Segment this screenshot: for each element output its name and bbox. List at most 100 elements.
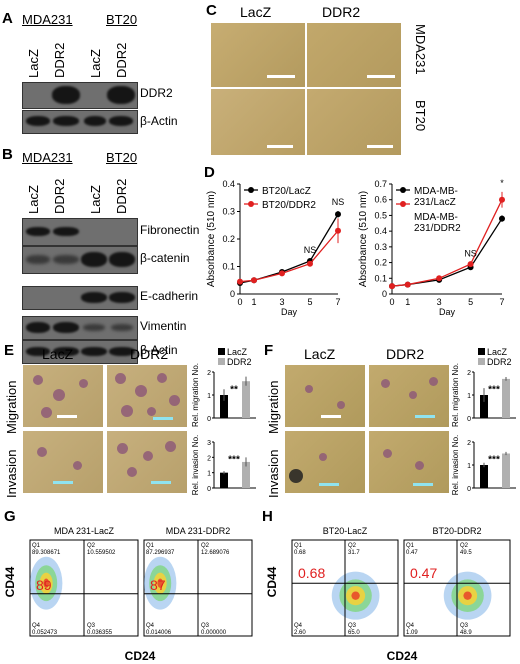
mda-ytick-label: 0.6	[374, 195, 387, 205]
h-q2-value-1: 49.5	[460, 550, 472, 556]
mda-legend-ddr2: MDA-MB-231/DDR2	[414, 212, 461, 234]
f-inv-ytick-label: 0	[467, 486, 471, 493]
g-q1-label-0: Q1	[32, 543, 41, 549]
bt20-ytick-label: 0.3	[222, 207, 235, 217]
row-vimentin: Vimentin	[140, 319, 187, 333]
g-q3-label-1: Q3	[201, 623, 210, 629]
mda-annotation: NS	[464, 249, 477, 259]
bt20-ytick-label: 0.4	[222, 179, 235, 189]
bt20-point	[335, 211, 341, 218]
bt20-ytick-label: 0.1	[222, 262, 235, 272]
col-ddr2-f: DDR2	[386, 346, 425, 362]
mda-ytick-label: 0	[382, 289, 387, 299]
mda-ytick-label: 0.7	[374, 179, 387, 189]
lane-lacz-2: LacZ	[88, 49, 103, 78]
bt20-point	[335, 227, 341, 234]
panel-c-label: C	[206, 2, 217, 19]
f-inv-bar-lacz	[480, 465, 488, 488]
g-plot-title-1: MDA 231-DDR2	[166, 526, 231, 536]
h-pop-core-1	[463, 591, 472, 600]
lane-ddr2-2: DDR2	[114, 42, 129, 78]
h-xlabel: CD24	[387, 649, 418, 663]
row-migration-f: Migration	[266, 380, 281, 434]
micrograph-bt20-lacz	[210, 88, 306, 156]
assay-e-inv-ddr2	[106, 430, 188, 494]
group-bt20: BT20	[106, 12, 138, 27]
row-bt20-c: BT20	[413, 100, 428, 132]
e-legend-ddr2: DDR2	[227, 357, 252, 367]
lane-b-1: LacZ	[26, 185, 41, 214]
mda-xtick-label: 7	[499, 297, 504, 307]
mda-legend-ddr2-l2: 231/DDR2	[414, 223, 461, 234]
h-pop-core-0	[351, 591, 360, 600]
h-q1-label-0: Q1	[294, 543, 303, 549]
mda-legend-lacz-l1: MDA-MB-	[414, 186, 458, 197]
f-legend-swatch-lacz	[478, 348, 485, 355]
f-legend-lacz: LacZ	[487, 347, 508, 357]
row-invasion-e: Invasion	[4, 449, 19, 498]
bt20-point	[251, 277, 257, 284]
bt20-annotation: NS	[332, 197, 345, 207]
bt20-xtick-label: 3	[279, 297, 284, 307]
e-mig-bar-ddr2	[242, 381, 250, 418]
f-mig-bar-lacz	[480, 395, 488, 418]
f-mig-significance: ***	[488, 385, 500, 396]
micrograph-bt20-ddr2	[306, 88, 402, 156]
g-q2-value-0: 10.559502	[87, 550, 116, 556]
bt20-xtick-label: 0	[237, 297, 242, 307]
col-ddr2-c: DDR2	[322, 4, 361, 20]
panel-a-label: A	[2, 10, 13, 27]
h-q2-label-1: Q2	[460, 543, 469, 549]
bt20-xtick-label: 1	[251, 297, 256, 307]
e-inv-significance: ***	[228, 455, 240, 466]
panel-e-label: E	[4, 342, 15, 359]
mda-ylabel: Absorbance (510 nm)	[358, 191, 369, 287]
f-inv-ytick-label: 2	[467, 440, 471, 447]
col-lacz-f: LacZ	[304, 346, 336, 362]
bt20-xtick-label: 7	[335, 297, 340, 307]
row-invasion-f: Invasion	[266, 449, 281, 498]
e-mig-ytick-label: 0	[207, 416, 211, 423]
h-q3-label-0: Q3	[348, 623, 357, 629]
assay-f-inv-lacz	[284, 430, 366, 494]
g-q4-label-1: Q4	[146, 623, 155, 629]
row-mda231-c: MDA231	[413, 24, 428, 75]
panel-f-label: F	[264, 342, 274, 359]
bt20-ytick-label: 0	[230, 289, 235, 299]
mda-xlabel: Day	[439, 307, 456, 317]
mda-xtick-label: 5	[468, 297, 473, 307]
h-q3-value-1: 48.9	[460, 630, 472, 636]
e-inv-ytick-label: 1	[207, 471, 211, 478]
g-q1-value-1: 87.296937	[146, 550, 175, 556]
blot-a-actin	[22, 110, 138, 134]
f-legend-swatch-ddr2	[478, 358, 485, 365]
e-inv-ytick-label: 3	[207, 440, 211, 447]
f-ylabel-inv: Rel. invasion No.	[451, 435, 460, 495]
blot-a-ddr2	[22, 82, 138, 109]
lane-b-3: LacZ	[88, 185, 103, 214]
h-q1-value-1: 0.47	[406, 550, 418, 556]
lane-lacz-1: LacZ	[26, 49, 41, 78]
mda-annotation: *	[500, 178, 504, 188]
panel-b-label: B	[2, 146, 13, 163]
group-mda231-b: MDA231	[22, 150, 73, 165]
g-q1-value-0: 89.308671	[32, 550, 61, 556]
h-q4-value-1: 1.09	[406, 630, 418, 636]
g-xlabel: CD24	[125, 649, 156, 663]
h-ylabel: CD44	[265, 566, 279, 597]
f-mig-ytick-label: 0	[467, 416, 471, 423]
h-q1-label-1: Q1	[406, 543, 415, 549]
g-q1-label-1: Q1	[146, 543, 155, 549]
e-legend-swatch-lacz	[218, 348, 225, 355]
bt20-annotation: NS	[304, 245, 317, 255]
g-q3-value-1: 0.000000	[201, 630, 227, 636]
e-legend-swatch-ddr2	[218, 358, 225, 365]
g-big-value-0: 89	[36, 577, 52, 593]
mda-legend-ddr2-l1: MDA-MB-	[414, 212, 458, 223]
row-fibronectin: Fibronectin	[140, 223, 200, 237]
bt20-point	[237, 278, 243, 285]
bt20-ytick-label: 0.2	[222, 234, 235, 244]
e-mig-significance: **	[230, 385, 238, 396]
